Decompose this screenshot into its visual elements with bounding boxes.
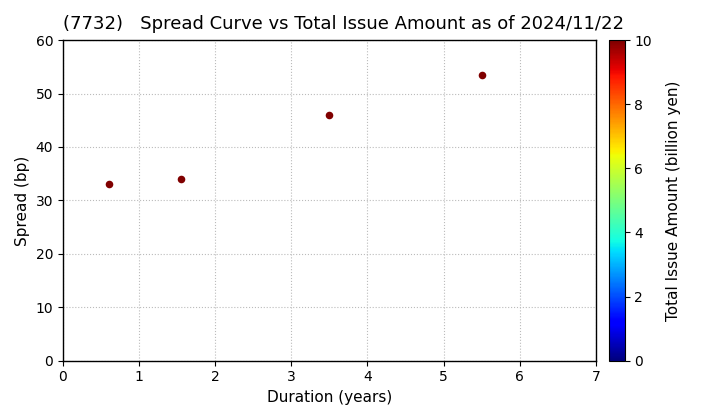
X-axis label: Duration (years): Duration (years) — [266, 390, 392, 405]
Point — [323, 112, 335, 118]
Point — [175, 176, 186, 182]
Point — [476, 71, 487, 78]
Point — [103, 181, 114, 188]
Y-axis label: Total Issue Amount (billion yen): Total Issue Amount (billion yen) — [666, 80, 681, 320]
Text: (7732)   Spread Curve vs Total Issue Amount as of 2024/11/22: (7732) Spread Curve vs Total Issue Amoun… — [63, 15, 624, 33]
Y-axis label: Spread (bp): Spread (bp) — [15, 155, 30, 246]
